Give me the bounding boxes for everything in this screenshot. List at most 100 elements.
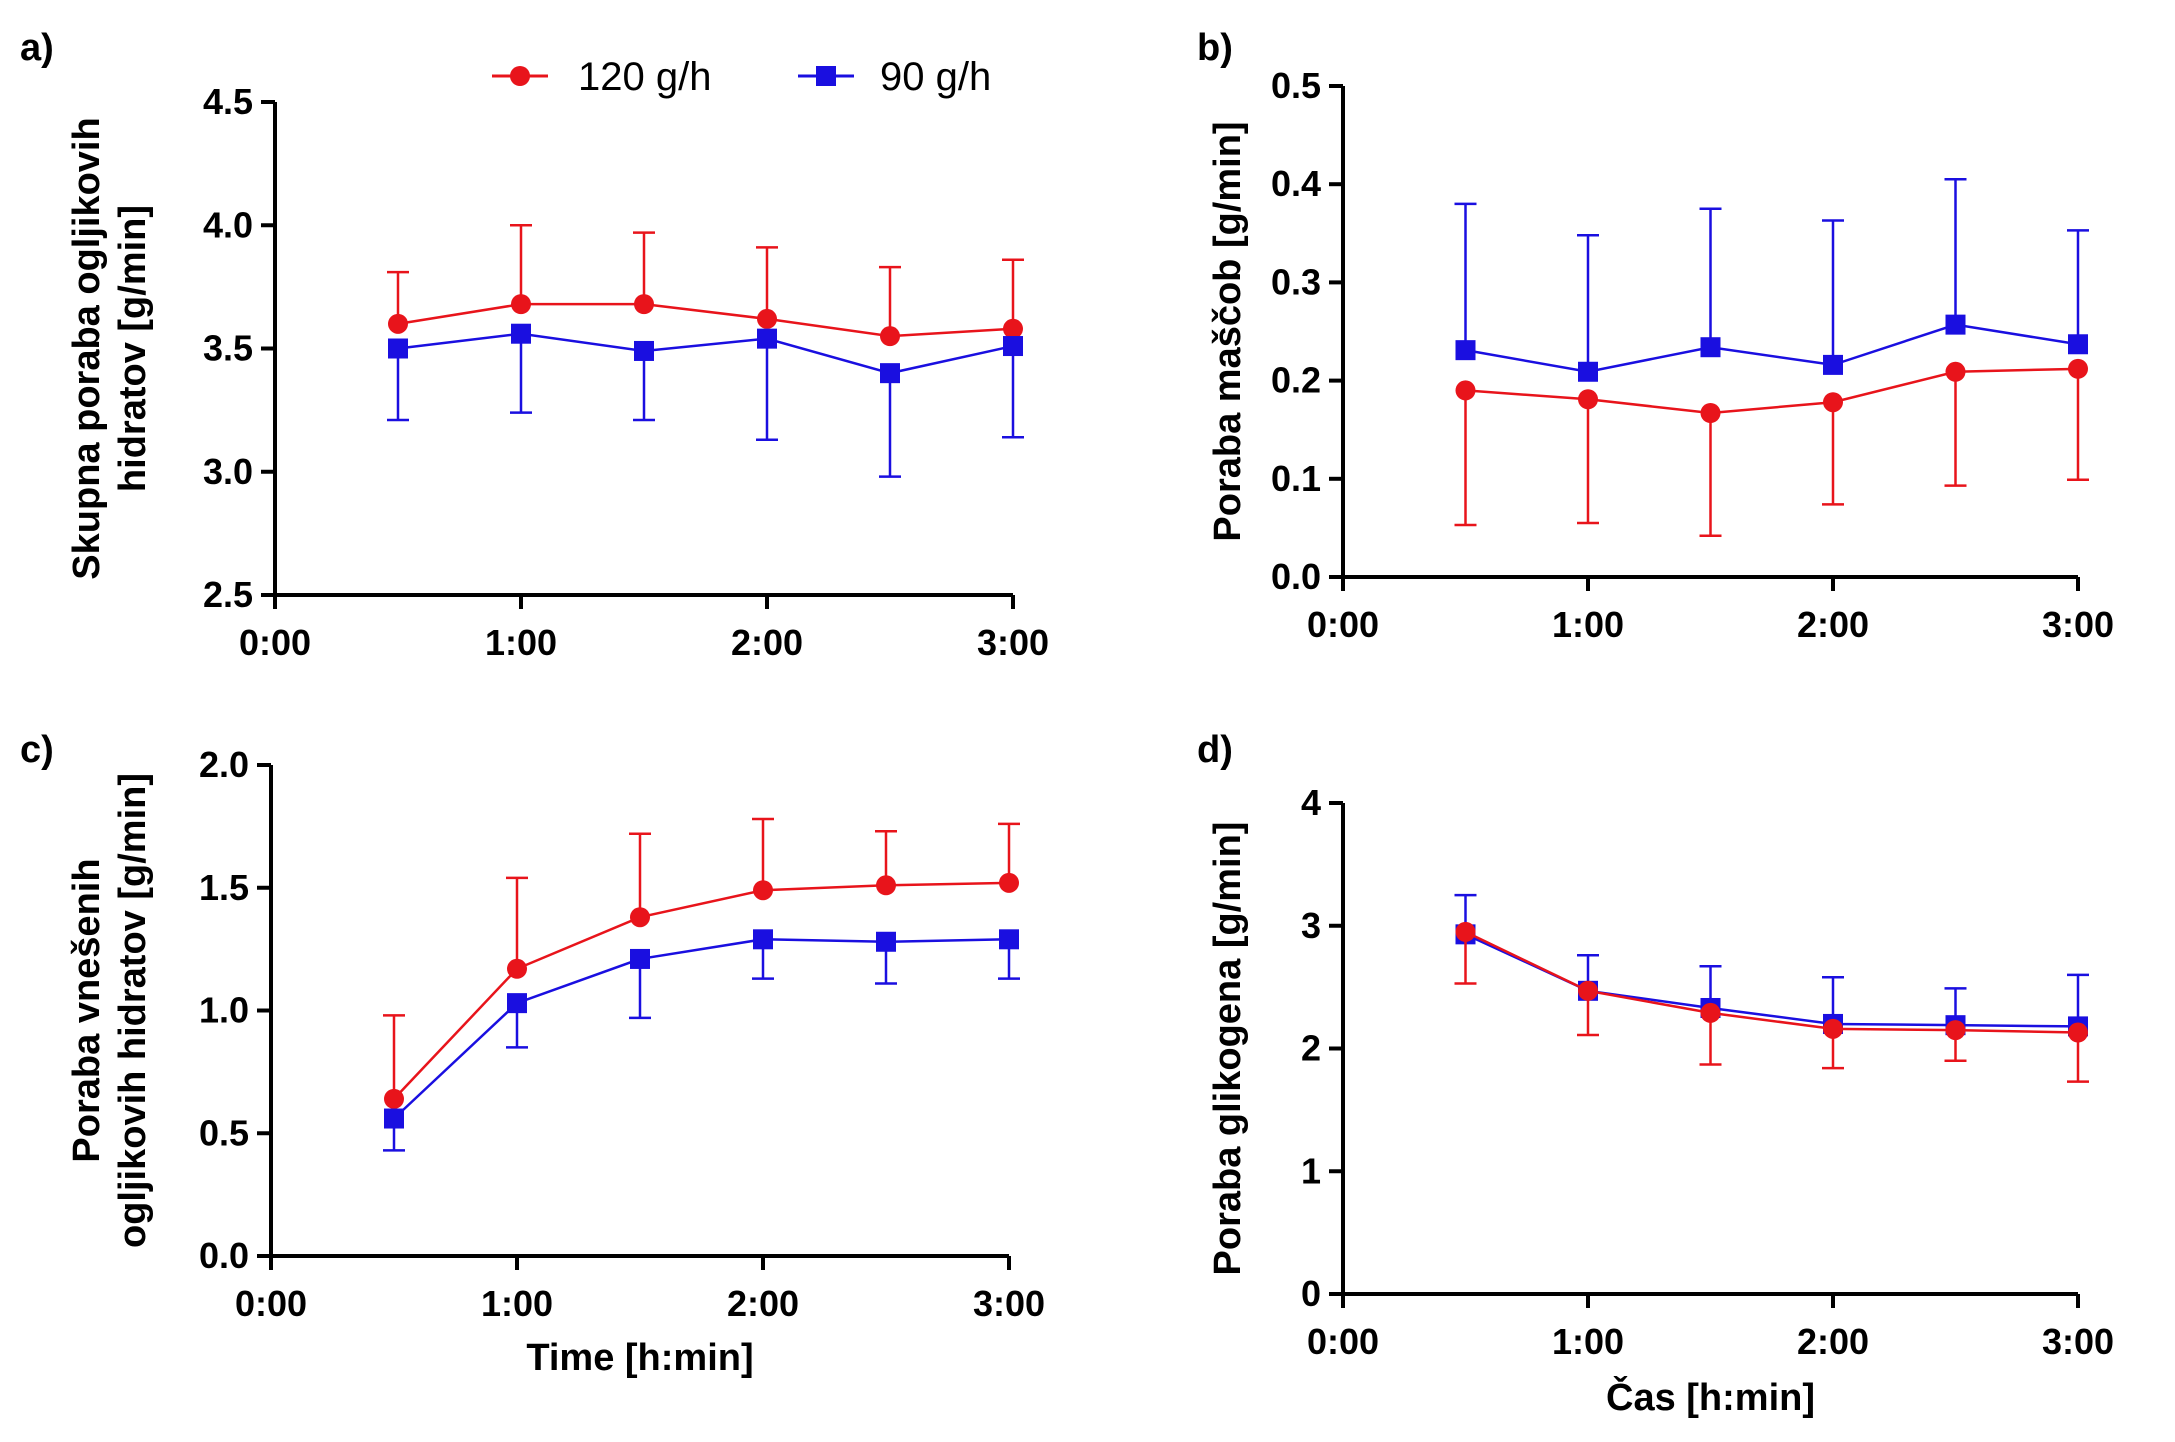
y-tick-label-b: 0.5 xyxy=(1271,65,1321,106)
series-line xyxy=(1465,367,2079,415)
data-point xyxy=(1578,980,1598,1001)
series-line xyxy=(1464,933,2079,1028)
data-point xyxy=(1455,340,1476,361)
y-axis-label-c: ogljikovih hidratov [g/min] xyxy=(112,773,154,1248)
x-tick-label-b: 0:00 xyxy=(1307,604,1379,645)
data-point xyxy=(630,948,650,969)
data-point xyxy=(1945,361,1966,382)
y-tick-label-b: 0.4 xyxy=(1271,163,1321,204)
x-tick-label-c: 2:00 xyxy=(727,1283,799,1324)
data-point xyxy=(1823,1018,1843,1039)
x-tick-label-c: 0:00 xyxy=(235,1283,307,1324)
y-axis-label-d: Poraba glikogena [g/min] xyxy=(1207,822,1249,1276)
x-tick-label-d: 1:00 xyxy=(1552,1321,1624,1362)
legend-90-marker xyxy=(816,66,836,86)
y-tick-label-c: 2.0 xyxy=(199,744,249,785)
x-tick-label-a: 3:00 xyxy=(977,622,1049,663)
y-tick-label-a: 3.0 xyxy=(203,451,253,492)
data-point xyxy=(757,308,777,329)
data-point xyxy=(384,1088,404,1109)
series-c-120 xyxy=(383,817,1020,1109)
data-point xyxy=(876,875,896,896)
series-line xyxy=(1464,930,2079,1034)
data-point xyxy=(2068,1022,2088,1043)
x-tick-label-b: 1:00 xyxy=(1552,604,1624,645)
panel-label-d: d) xyxy=(1197,729,1233,771)
data-point xyxy=(999,929,1019,950)
data-point xyxy=(634,294,654,315)
data-point xyxy=(1945,314,1966,335)
series-line xyxy=(393,881,1010,1100)
y-axis-label-c: Poraba vnešenih xyxy=(66,858,108,1162)
y-tick-label-c: 0.0 xyxy=(199,1235,249,1276)
y-tick-label-d: 2 xyxy=(1301,1028,1321,1069)
legend-90-label: 90 g/h xyxy=(880,55,991,99)
series-d-120 xyxy=(1454,921,2089,1083)
data-point xyxy=(753,929,773,950)
panel-d: d) 0 1 2 3 4 0:00 1:00 2:00 3:00 Poraba glikogena … xyxy=(1197,729,2114,1419)
y-tick-label-c: 0.5 xyxy=(199,1112,249,1153)
data-point xyxy=(388,313,408,334)
y-tick-label-d: 4 xyxy=(1301,782,1321,823)
series-b-120 xyxy=(1454,358,2089,538)
data-point xyxy=(876,931,896,952)
x-tick-label-b: 2:00 xyxy=(1797,604,1869,645)
y-tick-label-b: 0.0 xyxy=(1271,556,1321,597)
x-tick-label-a: 1:00 xyxy=(485,622,557,663)
series-line xyxy=(393,938,1010,1120)
y-tick-label-a: 4.0 xyxy=(203,204,253,245)
y-tick-label-c: 1.0 xyxy=(199,990,249,1031)
data-point xyxy=(1945,1020,1966,1041)
x-tick-label-d: 3:00 xyxy=(2042,1321,2114,1362)
x-tick-label-c: 1:00 xyxy=(481,1283,553,1324)
data-point xyxy=(630,907,650,928)
data-point xyxy=(384,1108,404,1129)
data-point xyxy=(634,340,654,361)
data-point xyxy=(1455,921,1476,942)
y-tick-label-b: 0.2 xyxy=(1271,360,1321,401)
x-tick-label-a: 2:00 xyxy=(731,622,803,663)
x-tick-label-d: 2:00 xyxy=(1797,1321,1869,1362)
x-tick-label-d: 0:00 xyxy=(1307,1321,1379,1362)
data-point xyxy=(1578,389,1598,410)
data-point xyxy=(880,363,900,384)
y-tick-label-d: 0 xyxy=(1301,1273,1321,1314)
x-tick-label-a: 0:00 xyxy=(239,622,311,663)
data-point xyxy=(1823,392,1843,413)
legend-120-marker xyxy=(510,66,530,86)
data-point xyxy=(507,958,527,979)
x-tick-label-c: 3:00 xyxy=(973,1283,1045,1324)
y-tick-label-a: 2.5 xyxy=(203,574,253,615)
data-point xyxy=(1578,361,1598,382)
y-tick-label-a: 4.5 xyxy=(203,81,253,122)
data-point xyxy=(511,323,531,344)
data-point xyxy=(2068,358,2088,379)
series-line xyxy=(397,302,1014,338)
data-point xyxy=(511,294,531,315)
series-line xyxy=(397,332,1014,375)
data-point xyxy=(1700,1002,1721,1023)
series-a-90 xyxy=(387,323,1024,478)
series-d-90 xyxy=(1454,893,2089,1037)
y-tick-label-c: 1.5 xyxy=(199,867,249,908)
data-point xyxy=(1700,337,1721,358)
data-point xyxy=(1455,380,1476,401)
panel-b: b) 0.0 0.1 0.2 0.3 0.4 0.5 0:00 1:00 2:00 3:00 Pora… xyxy=(1197,27,2114,645)
data-point xyxy=(999,872,1019,893)
data-point xyxy=(753,880,773,901)
x-tick-label-b: 3:00 xyxy=(2042,604,2114,645)
data-point xyxy=(880,326,900,347)
y-axis-label-b: Poraba maščob [g/min] xyxy=(1207,121,1249,541)
y-tick-label-b: 0.3 xyxy=(1271,261,1321,302)
data-point xyxy=(2068,334,2088,355)
data-point xyxy=(507,993,527,1014)
data-point xyxy=(1700,403,1721,424)
series-a-120 xyxy=(387,224,1024,347)
y-tick-label-d: 3 xyxy=(1301,905,1321,946)
data-point xyxy=(1823,354,1843,375)
panel-label-a: a) xyxy=(20,27,54,69)
panel-a: a) 2.5 3.0 3.5 4.0 4.5 0:00 1:00 2:00 3:00 Skupna … xyxy=(20,27,1049,663)
data-point xyxy=(1003,318,1023,339)
panel-c: c) 0.0 0.5 1.0 1.5 2.0 0:00 1:00 2:00 3:00 Poraba … xyxy=(20,729,1045,1379)
